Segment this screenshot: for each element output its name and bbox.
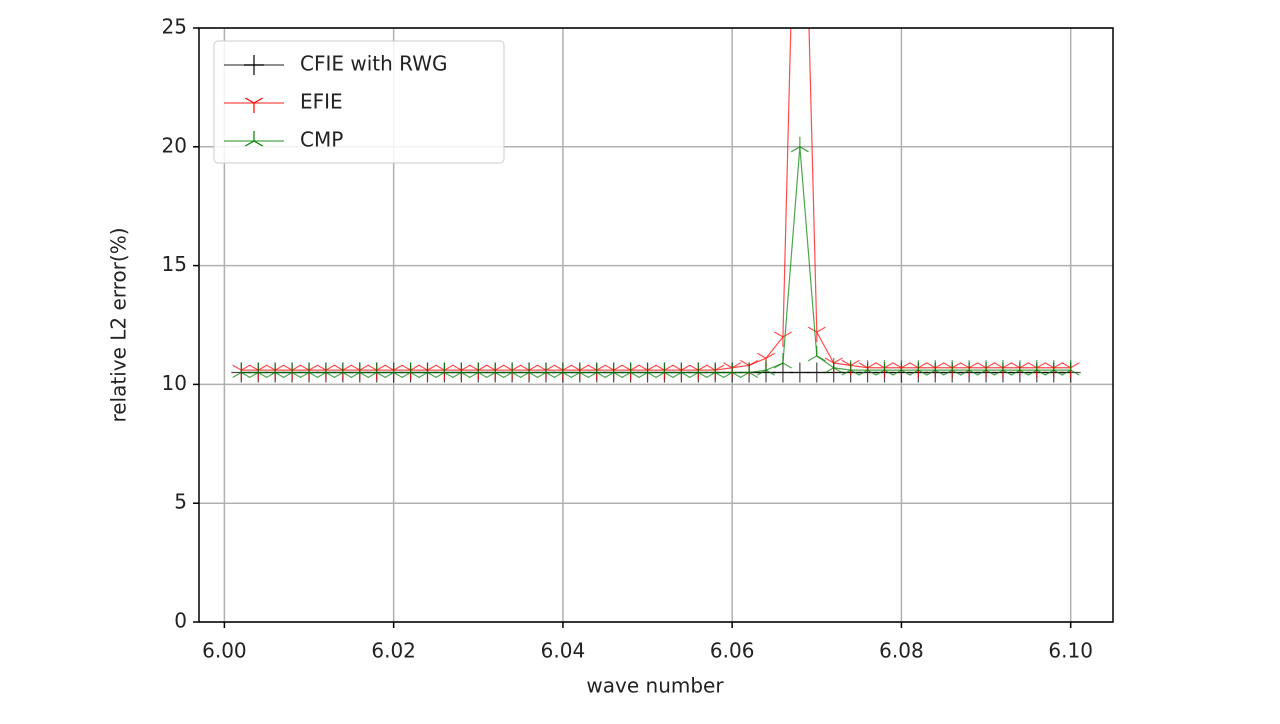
- point-marker: [232, 362, 251, 379]
- x-tick-label: 6.08: [879, 639, 924, 663]
- point-marker: [875, 360, 894, 376]
- point-marker: [773, 331, 792, 347]
- legend-label: EFIE: [300, 90, 343, 114]
- point-marker: [773, 353, 792, 369]
- x-tick-label: 6.00: [202, 639, 247, 663]
- point-marker: [1061, 360, 1080, 376]
- point-marker: [772, 362, 793, 383]
- point-marker: [486, 362, 505, 379]
- point-marker: [740, 362, 759, 379]
- point-marker: [638, 362, 657, 379]
- point-marker: [841, 360, 860, 376]
- point-marker: [435, 362, 454, 379]
- point-marker: [757, 360, 776, 376]
- series-line: [241, 146, 1071, 374]
- y-tick-label: 25: [162, 15, 187, 39]
- point-marker: [587, 362, 606, 379]
- point-marker: [604, 362, 623, 379]
- point-marker: [790, 136, 809, 153]
- point-marker: [283, 362, 302, 379]
- x-tick-label: 6.04: [541, 639, 586, 663]
- point-marker: [503, 362, 522, 379]
- point-marker: [824, 357, 843, 374]
- point-marker: [689, 362, 708, 379]
- legend-marker: [245, 131, 263, 147]
- point-marker: [452, 362, 471, 379]
- point-marker: [706, 362, 725, 379]
- y-axis-label: relative L2 error(%): [107, 227, 131, 422]
- point-marker: [672, 362, 691, 379]
- x-tick-label: 6.02: [371, 639, 416, 663]
- point-marker: [401, 362, 420, 379]
- point-marker: [943, 360, 962, 376]
- x-tick-label: 6.10: [1048, 639, 1093, 663]
- point-marker: [621, 362, 640, 379]
- x-tick-label: 6.06: [710, 639, 755, 663]
- point-marker: [789, 362, 810, 383]
- plot-area: [231, 28, 1081, 383]
- point-marker: [418, 362, 437, 379]
- point-marker: [993, 360, 1012, 376]
- point-marker: [1010, 360, 1029, 376]
- y-tick-label: 0: [174, 609, 187, 633]
- point-marker: [977, 360, 996, 376]
- point-marker: [469, 362, 488, 379]
- point-marker: [655, 362, 674, 379]
- point-marker: [892, 360, 911, 376]
- legend-box: [213, 40, 505, 164]
- point-marker: [926, 360, 945, 376]
- point-marker: [367, 362, 386, 379]
- point-marker: [316, 362, 335, 379]
- y-tick-label: 20: [162, 133, 187, 157]
- point-marker: [807, 345, 826, 362]
- legend-label: CMP: [300, 128, 343, 152]
- legend-label: CFIE with RWG: [300, 52, 448, 76]
- point-marker: [266, 362, 285, 379]
- point-marker: [858, 360, 877, 376]
- point-marker: [300, 362, 319, 379]
- x-axis-label: wave number: [586, 674, 724, 698]
- point-marker: [1044, 360, 1063, 376]
- point-marker: [909, 360, 928, 376]
- point-marker: [960, 360, 979, 376]
- series-line: [241, 28, 1071, 371]
- y-tick-label: 5: [174, 490, 187, 514]
- point-marker: [536, 362, 555, 379]
- legend-marker: [244, 55, 264, 75]
- legend-marker: [245, 97, 263, 113]
- point-marker: [553, 362, 572, 379]
- point-marker: [333, 362, 352, 379]
- point-marker: [384, 362, 403, 379]
- point-marker: [520, 362, 539, 379]
- point-marker: [1027, 360, 1046, 376]
- point-marker: [570, 362, 589, 379]
- point-marker: [723, 362, 742, 379]
- y-tick-label: 10: [162, 371, 187, 395]
- point-marker: [249, 362, 268, 379]
- point-marker: [350, 362, 369, 379]
- plot-frame: [198, 27, 1114, 623]
- point-marker: [806, 362, 827, 383]
- y-tick-label: 15: [162, 252, 187, 276]
